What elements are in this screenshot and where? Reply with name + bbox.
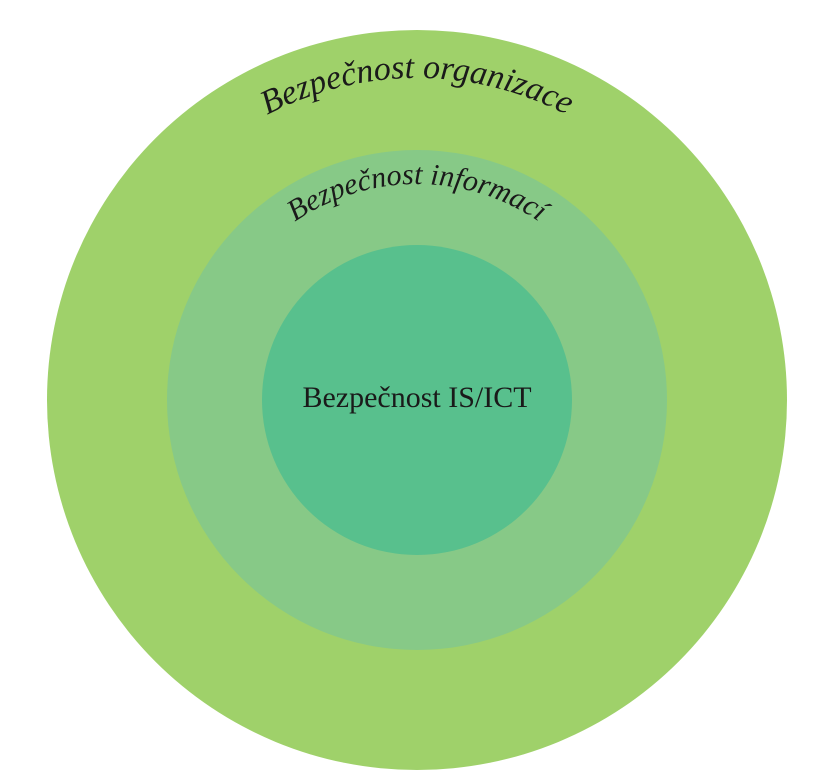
diagram-svg: Bezpečnost organizaceBezpečnost informac… <box>0 0 835 778</box>
concentric-diagram: Bezpečnost organizaceBezpečnost informac… <box>0 0 835 778</box>
label-inner: Bezpečnost IS/ICT <box>302 381 531 414</box>
